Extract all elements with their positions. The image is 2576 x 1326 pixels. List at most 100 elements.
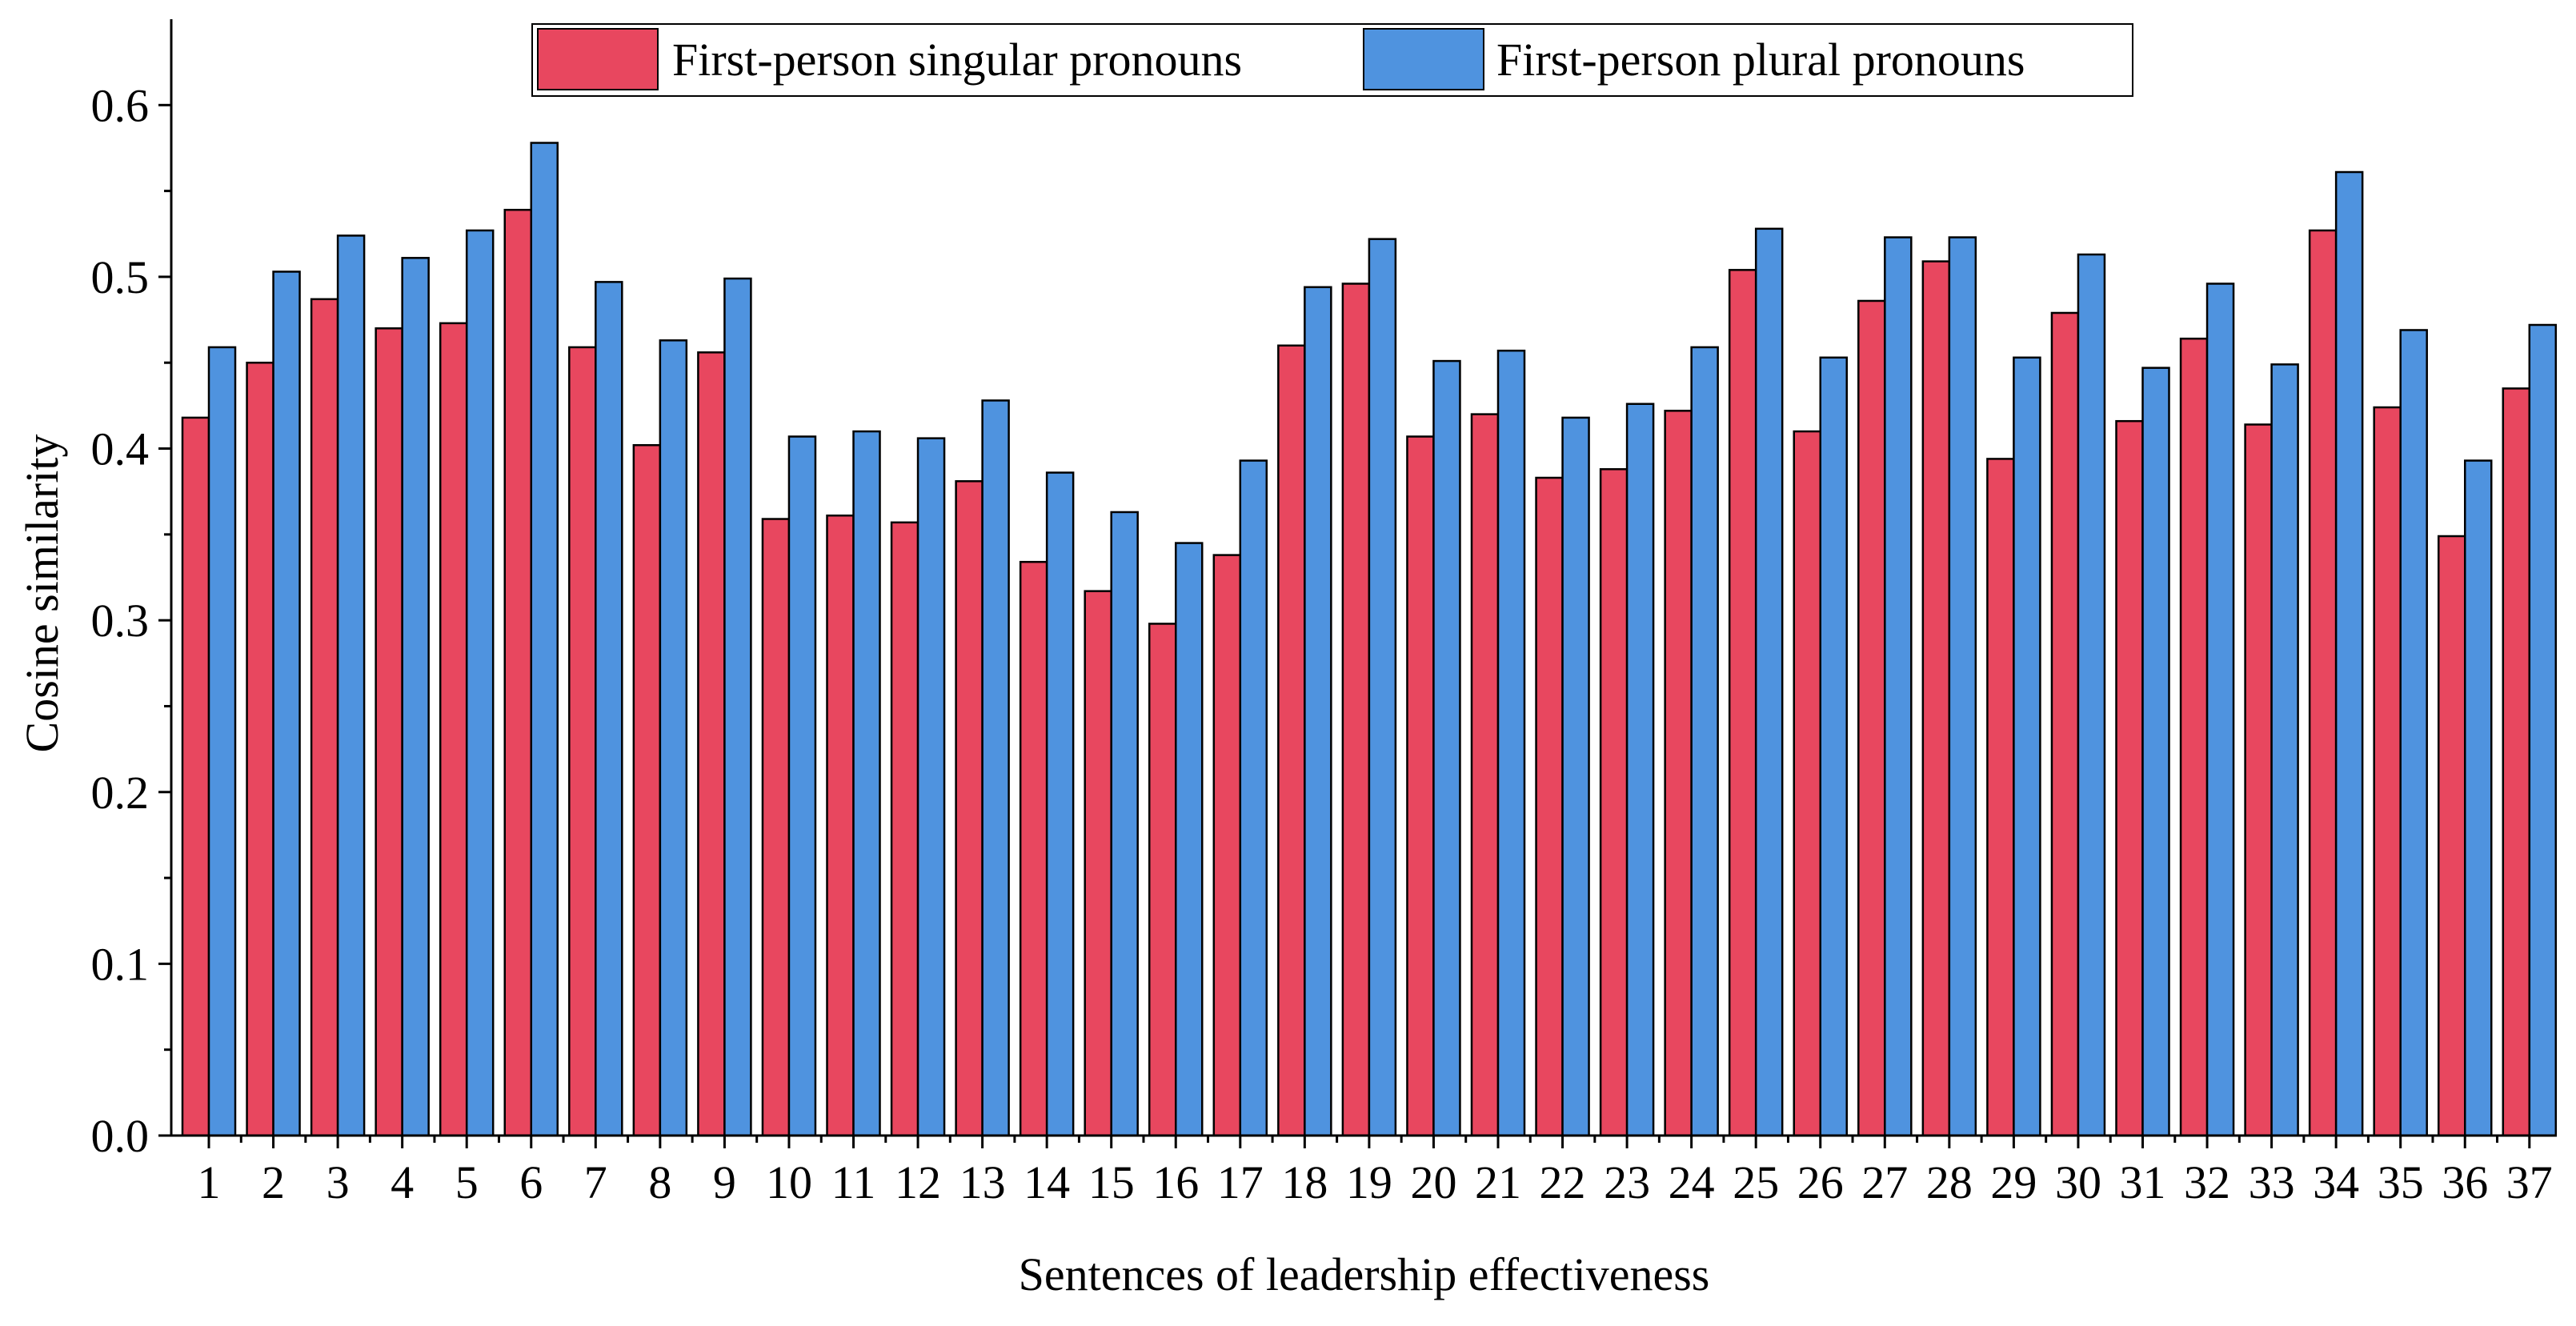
bar-singular-17	[1212, 554, 1242, 1137]
bar-singular-21	[1470, 413, 1500, 1137]
x-tick-label: 24	[1669, 1156, 1715, 1208]
bar-singular-24	[1664, 410, 1693, 1137]
x-tick-label: 25	[1733, 1156, 1779, 1208]
bar-singular-35	[2373, 406, 2402, 1137]
legend-box	[531, 23, 2133, 97]
y-tick-label: 0.0	[91, 1110, 150, 1162]
bar-plural-2	[272, 270, 301, 1137]
bar-singular-20	[1406, 435, 1435, 1137]
x-tick-label: 4	[391, 1156, 414, 1208]
x-ticks: 1 2 3 4 5 6 7 8 9 10 11 12 13 14 15 16 17 18 19 20 21 22 23 24 2…	[198, 1136, 2553, 1208]
bar-singular-9	[697, 351, 726, 1137]
bar-plural-26	[1819, 356, 1848, 1137]
x-tick-label: 15	[1088, 1156, 1135, 1208]
bar-plural-1	[207, 346, 237, 1137]
bar-singular-31	[2115, 419, 2144, 1137]
legend-swatch-plural	[1363, 28, 1484, 90]
legend: First-person singular pronouns First-per…	[531, 23, 2133, 97]
bar-plural-30	[2077, 253, 2106, 1137]
bar-singular-19	[1341, 282, 1371, 1137]
bar-plural-34	[2334, 170, 2364, 1137]
bar-plural-37	[2528, 323, 2558, 1137]
x-tick-label: 5	[455, 1156, 479, 1208]
bar-plural-32	[2205, 282, 2235, 1137]
bar-singular-12	[890, 521, 919, 1137]
axes-layer	[170, 19, 2557, 1137]
y-ticks: 0.0 0.1 0.2 0.3 0.4 0.5 0.6	[91, 79, 171, 1162]
bar-plural-22	[1561, 416, 1590, 1137]
bar-singular-3	[310, 298, 339, 1137]
x-tick-label: 3	[327, 1156, 350, 1208]
bar-plural-20	[1432, 359, 1461, 1137]
bar-singular-1	[181, 416, 210, 1137]
x-tick-label: 1	[198, 1156, 221, 1208]
bar-singular-34	[2308, 229, 2338, 1137]
x-tick-label: 35	[2378, 1156, 2424, 1208]
x-tick-label: 12	[895, 1156, 941, 1208]
x-tick-label: 33	[2249, 1156, 2295, 1208]
bar-plural-10	[787, 435, 817, 1137]
y-axis-title: Cosine similarity	[16, 435, 68, 753]
bar-plural-31	[2141, 367, 2170, 1137]
bar-plural-6	[530, 142, 559, 1137]
x-tick-label: 13	[959, 1156, 1006, 1208]
bar-singular-27	[1857, 299, 1886, 1137]
bar-plural-35	[2399, 329, 2428, 1137]
x-tick-label: 23	[1604, 1156, 1650, 1208]
bar-plural-21	[1496, 349, 1526, 1137]
y-tick-label: 0.4	[91, 423, 150, 475]
bar-plural-8	[659, 339, 688, 1137]
x-tick-label: 26	[1797, 1156, 1844, 1208]
bar-plural-7	[595, 281, 623, 1137]
bar-singular-13	[955, 480, 984, 1137]
bar-singular-25	[1728, 269, 1757, 1137]
x-tick-label: 30	[2055, 1156, 2101, 1208]
bar-singular-28	[1921, 260, 1951, 1137]
bar-singular-5	[439, 322, 468, 1137]
bar-singular-6	[503, 208, 532, 1137]
bar-singular-2	[246, 361, 274, 1137]
bar-plural-28	[1948, 236, 1977, 1137]
bar-plural-15	[1110, 511, 1139, 1137]
bar-plural-17	[1239, 459, 1268, 1137]
bar-singular-18	[1277, 344, 1306, 1137]
bar-plural-5	[465, 229, 495, 1137]
y-tick-label: 0.3	[91, 595, 150, 647]
x-tick-label: 27	[1861, 1156, 1908, 1208]
bar-plural-13	[981, 399, 1010, 1137]
x-tick-label: 36	[2442, 1156, 2488, 1208]
bar-plural-19	[1368, 238, 1397, 1137]
bar-plural-25	[1754, 227, 1784, 1137]
bar-plural-36	[2464, 459, 2493, 1137]
bar-singular-4	[375, 327, 403, 1137]
x-tick-label: 6	[519, 1156, 543, 1208]
bar-singular-29	[1986, 458, 2015, 1137]
x-tick-label: 32	[2184, 1156, 2230, 1208]
legend-swatch-singular	[537, 28, 659, 90]
x-tick-label: 19	[1346, 1156, 1392, 1208]
bar-plural-11	[852, 430, 881, 1137]
x-tick-label: 28	[1926, 1156, 1973, 1208]
bar-plural-4	[401, 257, 430, 1137]
bar-plural-23	[1625, 403, 1655, 1137]
bar-singular-16	[1148, 623, 1177, 1137]
bar-singular-23	[1599, 468, 1629, 1137]
x-tick-label: 31	[2120, 1156, 2166, 1208]
x-tick-label: 11	[831, 1156, 876, 1208]
bar-singular-33	[2244, 423, 2273, 1137]
bar-singular-36	[2438, 535, 2466, 1137]
bar-singular-15	[1084, 590, 1112, 1137]
y-tick-label: 0.6	[91, 79, 150, 131]
bar-singular-8	[632, 443, 662, 1137]
bar-singular-26	[1793, 430, 1821, 1137]
bar-singular-10	[761, 518, 791, 1137]
x-tick-label: 10	[766, 1156, 812, 1208]
bar-plural-18	[1304, 286, 1332, 1137]
x-axis-title: Sentences of leadership effectiveness	[1019, 1248, 1710, 1300]
legend-label-singular: First-person singular pronouns	[672, 34, 1242, 86]
bar-plural-24	[1690, 346, 1719, 1137]
bar-plural-33	[2270, 363, 2299, 1137]
x-tick-label: 14	[1024, 1156, 1070, 1208]
